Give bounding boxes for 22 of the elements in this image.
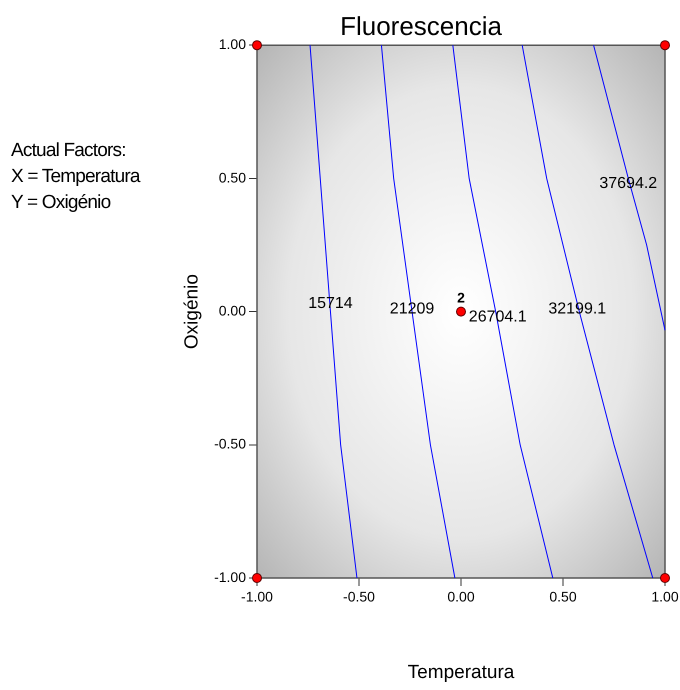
x-axis-title: Temperatura xyxy=(408,662,515,683)
y-tick-label: 0.50 xyxy=(218,169,246,186)
x-tick-label: 1.00 xyxy=(651,588,679,604)
point xyxy=(456,306,466,317)
x-tick-label: 0.50 xyxy=(549,588,577,604)
y-tick-label: 0.00 xyxy=(218,302,246,318)
y-tick-label: -1.00 xyxy=(214,568,246,585)
text: Actual Factors: xyxy=(11,139,127,163)
point xyxy=(252,573,262,583)
x-tick-label: 0.00 xyxy=(447,588,475,604)
annotation: 2 xyxy=(457,289,466,306)
y-axis-title: Oxigénio xyxy=(182,274,203,350)
y-tick-label: 1.00 xyxy=(218,36,246,52)
point xyxy=(660,573,670,583)
x-tick-label: -0.50 xyxy=(343,588,376,604)
y-tick-label: -0.50 xyxy=(214,436,246,452)
x-tick-label: -1.00 xyxy=(241,588,274,604)
chart-title: Fluorescencia xyxy=(340,10,502,41)
point xyxy=(660,40,670,50)
point xyxy=(252,40,262,50)
text: Y = Oxigénio xyxy=(11,191,112,215)
text: X = Temperatura xyxy=(11,165,140,189)
